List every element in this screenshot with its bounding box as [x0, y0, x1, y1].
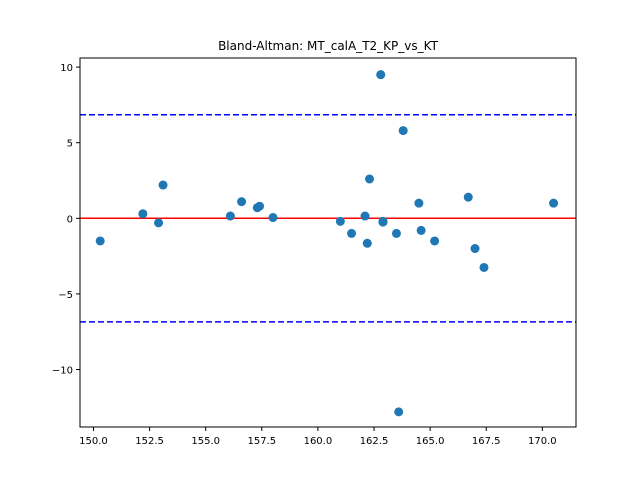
data-point [154, 218, 164, 228]
data-point [378, 216, 388, 226]
chart-title: Bland-Altman: MT_calA_T2_KP_vs_KT [218, 39, 439, 53]
data-point [414, 198, 424, 208]
y-tick-label: 0 [67, 214, 73, 225]
x-tick-label: 155.0 [191, 436, 220, 447]
y-tick-label: 5 [67, 139, 73, 150]
x-tick-label: 157.5 [247, 436, 276, 447]
data-point [549, 198, 559, 208]
x-tick-label: 152.5 [135, 436, 164, 447]
data-point [360, 211, 370, 221]
data-point [376, 70, 386, 80]
x-tick-label: 160.0 [304, 436, 333, 447]
data-point [394, 407, 404, 417]
data-point [335, 216, 345, 226]
x-tick-label: 170.0 [528, 436, 557, 447]
axes-frame [79, 57, 577, 428]
y-tick-label: −5 [58, 290, 73, 301]
data-point [347, 228, 357, 238]
data-point [95, 236, 105, 246]
x-tick-label: 165.0 [416, 436, 445, 447]
data-point [225, 211, 235, 221]
data-point [268, 213, 278, 223]
data-point [398, 126, 408, 136]
y-axis: −10 −5 0 5 10 [52, 63, 80, 377]
x-tick-label: 162.5 [360, 436, 389, 447]
data-point [362, 238, 372, 248]
data-point [479, 262, 489, 272]
data-point [391, 228, 401, 238]
y-tick-label: −10 [52, 366, 73, 377]
data-point [255, 201, 265, 211]
data-point [365, 174, 375, 184]
data-point [470, 244, 480, 254]
x-axis: 150.0 152.5 155.0 157.5 160.0 162.5 165.0 167.5… [79, 427, 557, 447]
x-tick-label: 167.5 [472, 436, 501, 447]
plot-area [80, 70, 576, 417]
data-point [138, 209, 148, 219]
data-point [463, 192, 473, 202]
data-point [430, 236, 440, 246]
y-tick-label: 10 [60, 63, 73, 74]
data-point [158, 180, 168, 190]
data-point [237, 197, 247, 207]
x-tick-label: 150.0 [79, 436, 108, 447]
data-point [416, 225, 426, 235]
